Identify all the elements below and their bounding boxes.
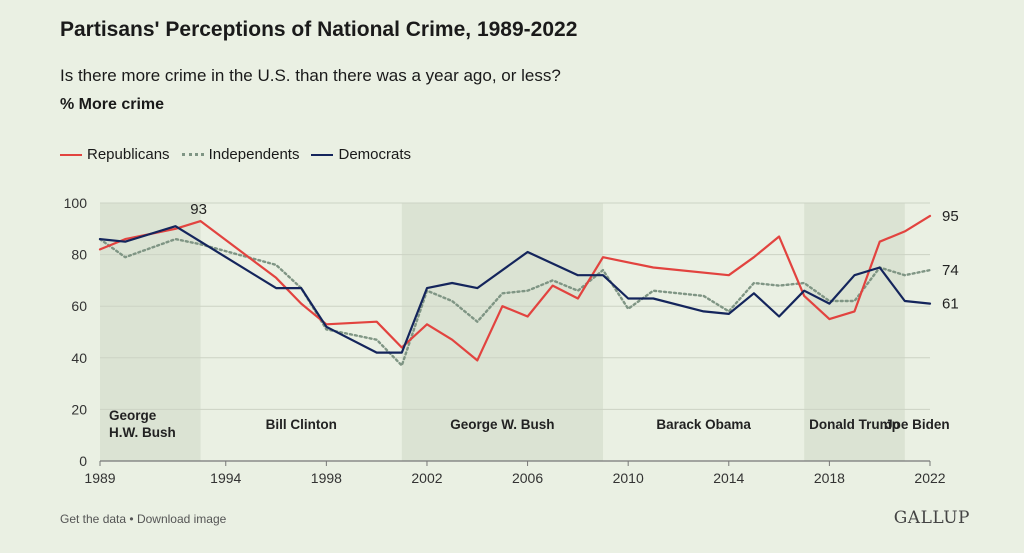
series-line-independents [98,237,932,367]
y-tick-label: 20 [71,401,87,417]
series-line-republicans [98,214,932,362]
presidency-label: George [109,408,157,423]
x-tick-label: 2010 [613,470,644,486]
y-tick-label: 0 [79,453,87,469]
data-label: 95 [942,208,959,225]
legend-swatch-independents [181,153,204,156]
presidency-shade [100,203,201,461]
legend-label-independents: Independents [208,146,300,163]
presidency-label: H.W. Bush [109,425,176,440]
y-tick-label: 60 [71,298,87,314]
chart-subtitle: Is there more crime in the U.S. than the… [60,66,561,85]
legend-swatch-republicans [60,153,82,156]
x-tick-label: 2002 [411,470,442,486]
footer-links: Get the data • Download image [60,512,226,526]
presidency-shade [804,203,905,461]
footer-separator: • [129,512,134,526]
gallup-logo: GALLUP [893,508,970,528]
y-tick-label: 40 [71,350,87,366]
legend-item-independents[interactable]: Independents [181,146,300,163]
legend-item-republicans[interactable]: Republicans [60,146,170,163]
x-tick-label: 2018 [814,470,845,486]
series-line-democrats [98,225,932,354]
x-tick-label: 2006 [512,470,543,486]
x-tick-label: 1989 [84,470,115,486]
y-tick-label: 80 [71,247,87,263]
chart-title: Partisans' Perceptions of National Crime… [60,18,578,41]
x-tick-label: 2022 [914,470,945,486]
legend-label-republicans: Republicans [87,146,170,163]
data-label: 61 [942,296,959,313]
presidency-label: George W. Bush [450,417,554,432]
data-label: 93 [190,201,207,218]
measure-label: % More crime [60,96,165,113]
download-image-link[interactable]: Download image [136,512,227,526]
data-label: 74 [942,262,959,279]
x-tick-label: 1998 [311,470,342,486]
get-data-link[interactable]: Get the data [60,512,127,526]
y-tick-label: 100 [64,195,88,211]
legend-label-democrats: Democrats [338,146,412,163]
legend-swatch-democrats [311,153,334,156]
presidency-label: Barack Obama [656,417,751,432]
x-tick-label: 1994 [210,470,241,486]
legend: Republicans Independents Democrats [60,146,423,163]
presidency-shade [401,203,604,461]
presidency-label: Donald Trump [809,417,900,432]
x-tick-label: 2014 [713,470,744,486]
legend-item-democrats[interactable]: Democrats [311,146,411,163]
presidency-label: Bill Clinton [266,417,337,432]
presidency-label: Joe Biden [885,417,950,432]
